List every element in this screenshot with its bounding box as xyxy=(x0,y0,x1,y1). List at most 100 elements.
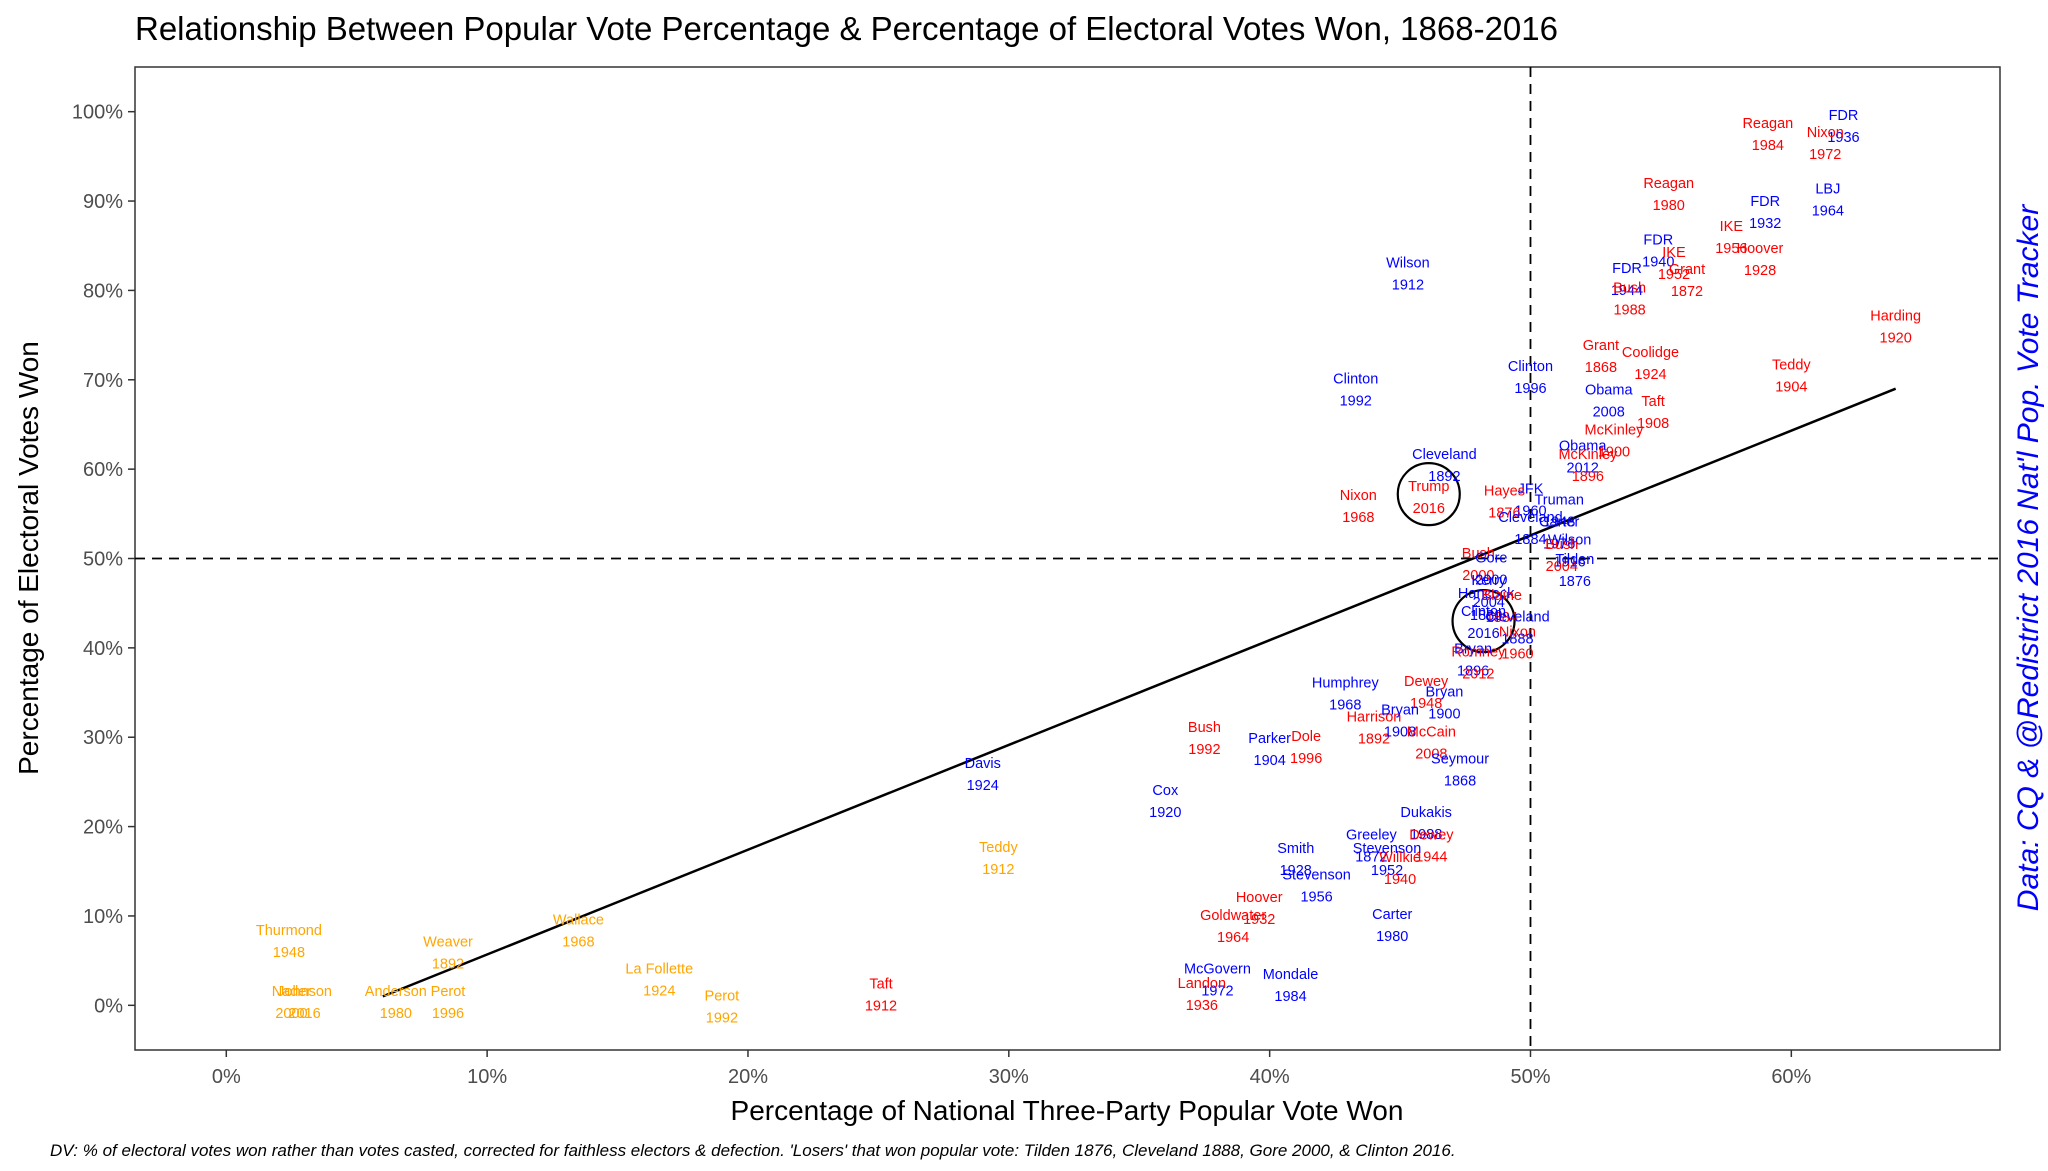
point-year: 1948 xyxy=(1543,514,1575,530)
point-label: Willkie xyxy=(1379,850,1421,866)
point-year: 2000 xyxy=(275,1006,307,1022)
y-tick-label: 60% xyxy=(83,459,123,481)
point-label: Bryan xyxy=(1425,684,1463,700)
point-label: Dewey xyxy=(1409,827,1454,843)
y-tick-label: 90% xyxy=(83,191,123,213)
point-year: 2000 xyxy=(1462,568,1494,584)
point-year: 1896 xyxy=(1572,469,1604,485)
point-year: 1936 xyxy=(1827,130,1859,146)
point-label: Carter xyxy=(1372,907,1412,923)
point-year: 1928 xyxy=(1280,863,1312,879)
x-tick-label: 10% xyxy=(467,1066,507,1088)
y-tick-label: 70% xyxy=(83,370,123,392)
point-label: Kerry xyxy=(1471,573,1506,589)
point-year: 1904 xyxy=(1254,753,1286,769)
point-label: Perot xyxy=(705,988,740,1004)
point-year: 1948 xyxy=(273,945,305,961)
point-label: Hancock xyxy=(1458,586,1515,602)
point-label: Taft xyxy=(869,977,892,993)
point-label: Cox xyxy=(1152,783,1179,799)
point-label: Harrison xyxy=(1347,710,1402,726)
point-label: Dukakis xyxy=(1400,805,1452,821)
point-label: Wilson xyxy=(1548,533,1592,549)
point-year: 1992 xyxy=(706,1010,738,1026)
point-year: 1992 xyxy=(1340,394,1372,410)
point-label: Stevenson xyxy=(1353,841,1422,857)
point-label: Clinton xyxy=(1508,359,1553,375)
point-label: Clinton xyxy=(1461,604,1506,620)
point-label: Hoover xyxy=(1737,241,1784,257)
point-label: Coolidge xyxy=(1622,345,1679,361)
point-label: Bryan xyxy=(1454,642,1492,658)
point-label: IKE xyxy=(1662,245,1686,261)
point-year: 1988 xyxy=(1613,303,1645,319)
point-year: 1956 xyxy=(1300,890,1332,906)
point-year: 1892 xyxy=(1428,469,1460,485)
point-label: Grant xyxy=(1669,262,1705,278)
point-year: 1976 xyxy=(1543,537,1575,553)
point-year: 2008 xyxy=(1415,747,1447,763)
point-year: 2016 xyxy=(1413,501,1445,517)
point-year: 1924 xyxy=(643,984,675,1000)
point-label: Johnson xyxy=(277,984,332,1000)
point-label: LBJ xyxy=(1815,181,1840,197)
point-label: Carter xyxy=(1539,515,1579,531)
point-label: Landon xyxy=(1178,976,1226,992)
point-year: 1892 xyxy=(432,957,464,973)
point-year: 1932 xyxy=(1749,216,1781,232)
point-year: 1952 xyxy=(1658,267,1690,283)
point-year: 1884 xyxy=(1514,532,1546,548)
point-year: 1992 xyxy=(1188,742,1220,758)
trend-line xyxy=(382,387,1897,998)
point-label: Bush xyxy=(1613,281,1646,297)
point-year: 1980 xyxy=(380,1006,412,1022)
point-label: Seymour xyxy=(1431,752,1489,768)
point-label: Nixon xyxy=(1807,125,1844,141)
point-year: 1928 xyxy=(1744,263,1776,279)
point-year: 1908 xyxy=(1384,724,1416,740)
y-axis: 0% 10% 20% 30% 40% 50% 60% 70% 80% 90% 100% xyxy=(72,102,135,1017)
point-label: Blaine xyxy=(1482,588,1522,604)
point-year: 1996 xyxy=(1514,381,1546,397)
y-tick-label: 30% xyxy=(83,727,123,749)
point-label: Weaver xyxy=(423,935,473,951)
point-year: 2004 xyxy=(1546,559,1578,575)
point-year: 1880 xyxy=(1470,608,1502,624)
point-year: 1876 xyxy=(1488,505,1520,521)
point-label: Clinton xyxy=(1333,372,1378,388)
point-label: Davis xyxy=(965,756,1001,772)
point-year: 2016 xyxy=(1467,626,1499,642)
point-year: 1900 xyxy=(1598,445,1630,461)
point-year: 2016 xyxy=(288,1006,320,1022)
highlight-circle xyxy=(1451,588,1516,654)
x-tick-label: 30% xyxy=(989,1066,1029,1088)
point-label: Hoover xyxy=(1236,890,1283,906)
point-year: 1984 xyxy=(1752,138,1784,154)
point-label: McKinley xyxy=(1585,423,1645,439)
point-label: Romney xyxy=(1451,644,1506,660)
point-label: Humphrey xyxy=(1312,676,1380,692)
point-year: 1900 xyxy=(1428,706,1460,722)
point-label: Harding xyxy=(1870,308,1921,324)
point-label: Bush xyxy=(1545,537,1578,553)
chart-caption: DV: % of electoral votes won rather than… xyxy=(50,1141,1456,1160)
point-year: 1984 xyxy=(1274,989,1306,1005)
point-year: 2008 xyxy=(1593,404,1625,420)
point-label: Gore xyxy=(1475,550,1507,566)
chart-title: Relationship Between Popular Vote Percen… xyxy=(135,10,1558,47)
point-year: 1944 xyxy=(1415,849,1447,865)
point-label: Teddy xyxy=(979,840,1018,856)
point-year: 1912 xyxy=(1392,278,1424,294)
x-axis: 0% 10% 20% 30% 40% 50% 60% xyxy=(212,1050,1812,1088)
point-year: 1892 xyxy=(1358,732,1390,748)
point-year: 1868 xyxy=(1444,774,1476,790)
highlight-circles xyxy=(1396,462,1516,654)
y-tick-label: 20% xyxy=(83,817,123,839)
point-label: Thurmond xyxy=(256,923,322,939)
y-tick-label: 100% xyxy=(72,102,123,124)
data-source-note: Data: CQ & @Redistrict 2016 Nat'l Pop. V… xyxy=(2012,204,2045,911)
highlight-circle xyxy=(1396,462,1461,527)
point-year: 1960 xyxy=(1501,647,1533,663)
point-label: La Follette xyxy=(625,962,693,978)
point-year: 1940 xyxy=(1642,254,1674,270)
